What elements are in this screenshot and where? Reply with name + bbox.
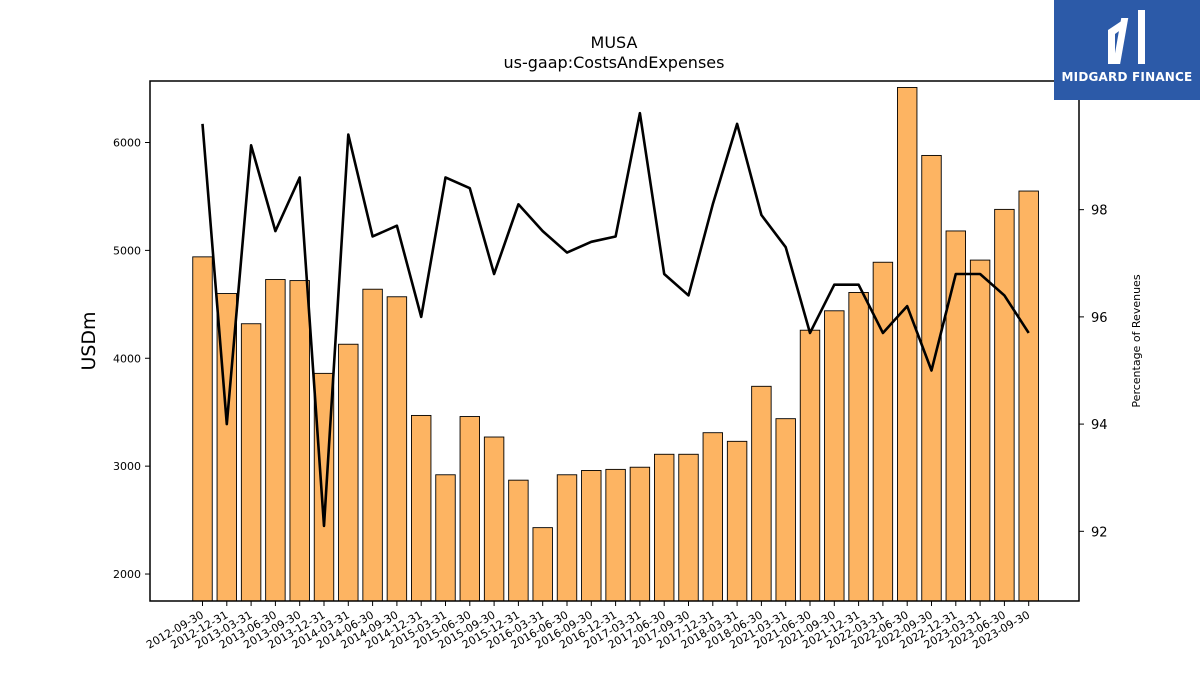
bar [483, 436, 505, 602]
bar [945, 230, 966, 602]
bar [1018, 190, 1039, 602]
bar [775, 418, 796, 602]
bar [459, 416, 480, 602]
bar [532, 527, 553, 602]
y-tick-label: 4000 [113, 352, 141, 365]
bar [508, 479, 529, 602]
brand-logo: MIDGARD FINANCE [1054, 0, 1200, 100]
bar [751, 385, 772, 602]
y-tick-label: 2000 [113, 568, 141, 581]
line-series [201, 111, 1030, 528]
bar [799, 329, 821, 602]
bar [969, 259, 991, 602]
bar [240, 323, 262, 602]
y-tick-label: 3000 [113, 460, 141, 473]
y2-tick-label: 94 [1091, 418, 1108, 433]
bar [362, 288, 383, 602]
bar [872, 261, 894, 602]
bar [994, 208, 1015, 602]
y-axis-label: USDm [78, 311, 100, 370]
bar [824, 310, 845, 602]
bar [605, 468, 626, 602]
bar [654, 453, 675, 602]
y-tick-label: 6000 [113, 136, 141, 149]
bar [411, 414, 432, 602]
bar [265, 279, 286, 602]
bar [289, 280, 310, 602]
bar [581, 470, 602, 602]
bar [556, 474, 578, 602]
plot-frame [149, 80, 1080, 602]
bar [848, 292, 869, 602]
bar [435, 474, 456, 602]
y2-tick-label: 96 [1091, 311, 1108, 326]
bar [897, 87, 918, 602]
bar [192, 256, 213, 602]
y-tick-label: 5000 [113, 244, 141, 257]
y2-tick-label: 92 [1091, 525, 1108, 540]
bar [702, 432, 723, 602]
chart-title: MUSA [591, 33, 638, 52]
bar [726, 440, 748, 602]
bar [338, 343, 359, 602]
y2-tick-label: 98 [1091, 204, 1108, 219]
y2-axis-label: Percentage of Revenues [1130, 274, 1143, 407]
bar [629, 466, 651, 602]
bar [678, 453, 699, 602]
midgard-finance-logo-icon [1108, 10, 1145, 64]
chart-subtitle: us-gaap:CostsAndExpenses [504, 53, 725, 72]
brand-name: MIDGARD FINANCE [1061, 70, 1193, 84]
bar [921, 154, 942, 602]
bar [386, 296, 408, 602]
